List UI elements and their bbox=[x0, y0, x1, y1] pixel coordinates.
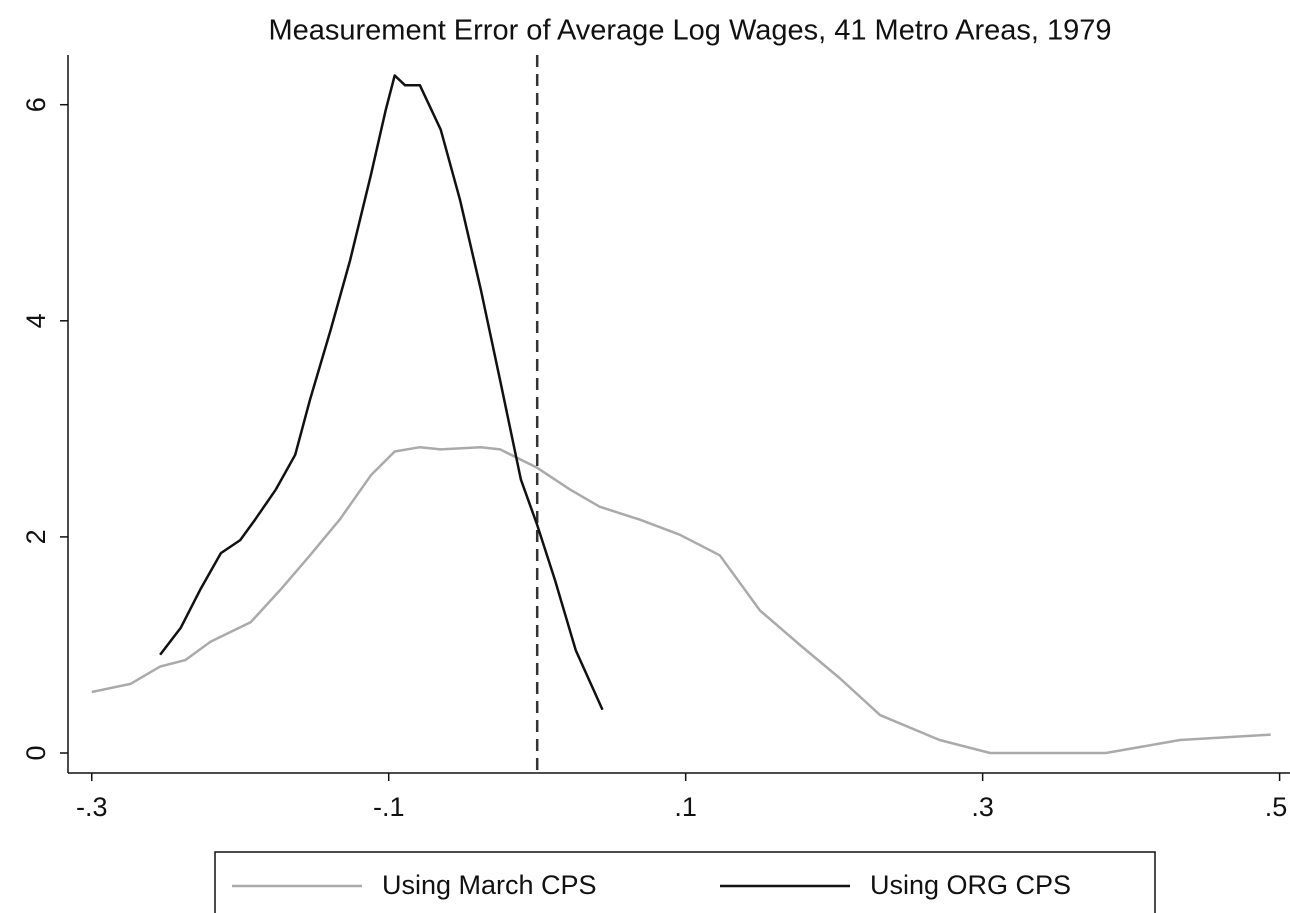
x-tick-label: .5 bbox=[1265, 792, 1288, 822]
y-tick-label: 2 bbox=[21, 529, 51, 544]
legend-label: Using March CPS bbox=[382, 870, 597, 900]
legend-box bbox=[214, 851, 1156, 913]
x-tick-label: .3 bbox=[971, 792, 994, 822]
x-tick-label: .1 bbox=[674, 792, 697, 822]
y-tick-label: 4 bbox=[21, 313, 51, 328]
legend-label: Using ORG CPS bbox=[870, 870, 1071, 900]
chart-title: Measurement Error of Average Log Wages, … bbox=[268, 15, 1111, 47]
series-line bbox=[91, 445, 1271, 755]
x-tick-label: -.1 bbox=[373, 792, 405, 822]
x-tick-label: -.3 bbox=[76, 792, 108, 822]
y-tick-label: 6 bbox=[21, 97, 51, 112]
y-tick-label: 0 bbox=[21, 745, 51, 760]
series-line bbox=[159, 74, 604, 711]
